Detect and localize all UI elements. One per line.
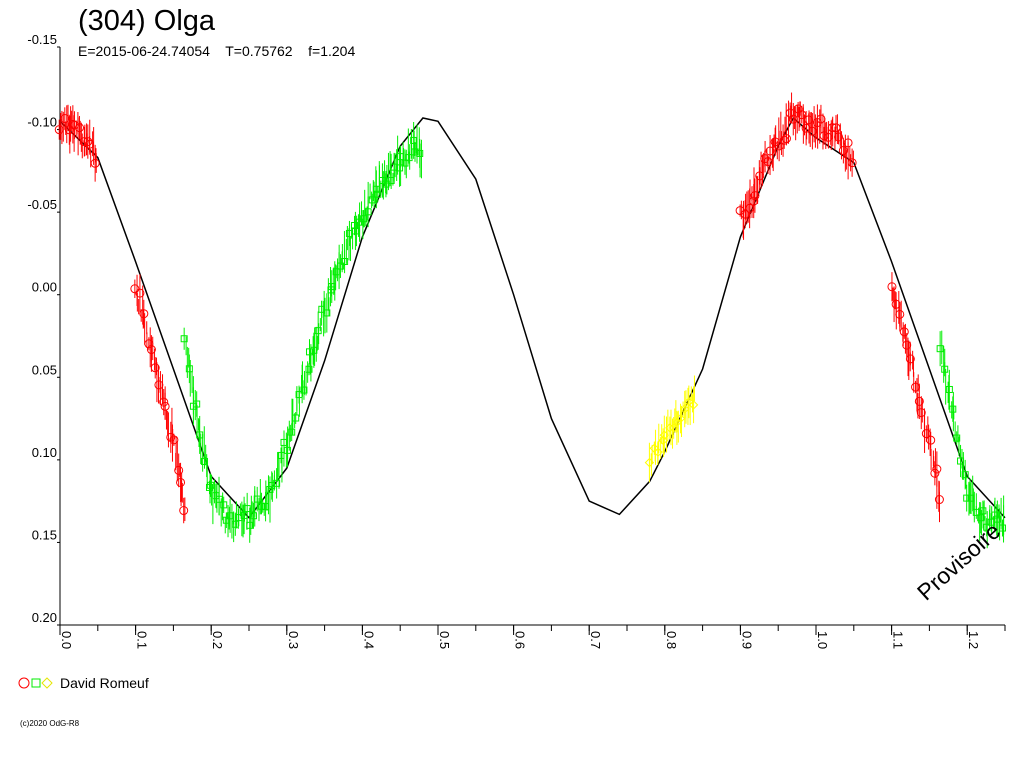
data-point: [834, 132, 844, 142]
data-point: [847, 158, 857, 168]
data-point: [180, 335, 188, 343]
data-point: [249, 512, 257, 520]
data-point: [74, 123, 84, 133]
y-tick-label: -0.15: [27, 32, 57, 47]
data-points: [54, 92, 1006, 549]
x-tick-label: 0.1: [135, 631, 150, 649]
data-point: [179, 506, 189, 516]
y-tick-label: 0.20: [32, 610, 57, 625]
data-point: [341, 257, 349, 265]
data-point: [945, 385, 953, 393]
x-tick-label: 0.4: [361, 631, 376, 649]
data-point: [902, 340, 912, 350]
legend-label: David Romeuf: [60, 675, 149, 691]
data-point: [895, 309, 905, 319]
data-point: [914, 396, 924, 406]
data-point: [936, 345, 944, 353]
x-tick-label: 0.2: [210, 631, 225, 649]
data-point: [336, 262, 344, 270]
data-point: [323, 309, 331, 317]
data-point: [220, 501, 228, 509]
data-point: [905, 354, 915, 364]
data-point: [169, 435, 179, 445]
data-point: [750, 191, 760, 201]
fit-curve-line: [59, 116, 1006, 519]
data-point: [763, 157, 773, 167]
data-point: [941, 365, 949, 373]
data-point: [176, 477, 186, 487]
data-point: [961, 471, 969, 479]
data-point: [207, 481, 215, 489]
data-point: [932, 464, 942, 474]
data-point: [90, 158, 100, 168]
data-point: [991, 511, 999, 519]
chart-title: (304) Olga: [78, 5, 216, 37]
chart-subtitle: E=2015-06-24.74054 T=0.75762 f=1.204: [78, 43, 356, 59]
data-point: [139, 309, 149, 319]
data-point: [273, 479, 281, 487]
x-tick-label: 0.9: [739, 631, 754, 649]
x-tick-label: 0.6: [513, 631, 528, 649]
data-point: [246, 521, 254, 529]
data-point: [926, 435, 936, 445]
data-point: [411, 148, 419, 156]
y-tick-label: 0.05: [32, 362, 57, 377]
data-point: [174, 465, 184, 475]
x-tick-label: 1.2: [966, 631, 981, 649]
data-point: [405, 154, 413, 162]
data-point: [185, 365, 193, 373]
data-point: [306, 348, 314, 356]
data-point: [159, 397, 169, 407]
y-tick-label: 0.10: [32, 445, 57, 460]
x-tick-label: 0.0: [59, 631, 74, 649]
data-point: [266, 485, 274, 493]
data-point: [949, 405, 957, 413]
legend-square-marker-icon: [31, 678, 41, 688]
y-tick-label: 0.00: [32, 280, 57, 295]
data-point: [688, 400, 699, 410]
data-point: [292, 414, 300, 422]
x-tick-label: 0.5: [437, 631, 452, 649]
data-point: [150, 363, 160, 373]
data-point: [755, 171, 765, 181]
x-tick-label: 0.8: [664, 631, 679, 649]
data-point: [983, 523, 991, 531]
axes: -0.15 -0.10 -0.05 0.00 0.05 0.10 0.15 0.200.0 0.…: [27, 32, 1006, 649]
data-point: [765, 146, 775, 156]
data-point: [993, 515, 1001, 523]
data-point: [160, 401, 170, 411]
data-point: [916, 408, 926, 418]
data-point: [314, 327, 322, 335]
data-point: [135, 288, 145, 298]
y-tick-label: 0.15: [32, 527, 57, 542]
data-point: [953, 434, 961, 442]
data-point: [672, 417, 683, 427]
legend-diamond-marker-icon: [41, 677, 53, 689]
data-point: [998, 524, 1006, 532]
y-tick-label: -0.10: [27, 115, 57, 130]
legend-circle-marker-icon: [18, 677, 30, 689]
legend-symbols: [18, 676, 54, 690]
legend: David Romeuf: [18, 674, 149, 692]
x-tick-label: 1.0: [815, 631, 830, 649]
x-tick-label: 0.7: [588, 631, 603, 649]
data-point: [305, 365, 313, 373]
copyright: (c)2020 OdG-R8: [20, 719, 80, 728]
data-point: [166, 432, 176, 442]
data-point: [300, 386, 308, 394]
data-point: [887, 282, 897, 292]
data-point: [899, 327, 909, 337]
x-tick-label: 0.3: [286, 631, 301, 649]
data-point: [83, 137, 93, 147]
y-tick-label: -0.05: [27, 197, 57, 212]
data-point: [930, 468, 940, 478]
x-tick-label: 1.1: [891, 631, 906, 649]
fit-curve: [59, 116, 1006, 519]
data-point: [838, 146, 848, 156]
data-point: [368, 196, 376, 204]
